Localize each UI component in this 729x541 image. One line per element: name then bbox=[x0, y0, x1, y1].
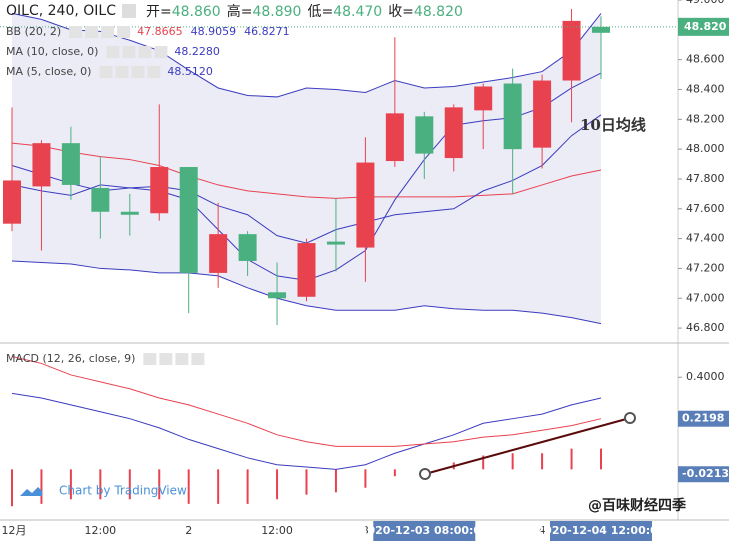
y-tick-label: 49.000 bbox=[686, 0, 725, 6]
y-tick-label: 48.200 bbox=[686, 112, 725, 125]
candle-body bbox=[562, 20, 581, 81]
legend-icon bbox=[175, 353, 189, 365]
y-tick-label: 47.400 bbox=[686, 232, 725, 245]
time-badge bbox=[373, 521, 476, 541]
y-tick-label: 47.000 bbox=[686, 291, 725, 304]
y-tick-label: 48.000 bbox=[686, 142, 725, 155]
header-ohlc: 高= bbox=[227, 3, 253, 20]
candle-body bbox=[385, 113, 404, 162]
candle-body bbox=[533, 80, 552, 148]
icon bbox=[121, 4, 136, 18]
header-ohlc: 48.470 bbox=[333, 4, 382, 20]
header-ohlc: 开= bbox=[146, 4, 172, 20]
legend-icon bbox=[85, 26, 99, 38]
x-tick-label: 12:00 bbox=[261, 524, 293, 537]
x-tick-label: 2 bbox=[185, 524, 192, 537]
signal-line bbox=[11, 356, 602, 447]
value-badge-label: 0.2198 bbox=[682, 412, 724, 425]
candle-body bbox=[120, 211, 139, 215]
candle-body bbox=[209, 234, 228, 273]
x-tick-label: 4 bbox=[539, 524, 546, 537]
x-tick-label: 3 bbox=[362, 524, 369, 537]
trend-handle bbox=[624, 412, 636, 424]
y-tick-label: 47.200 bbox=[686, 261, 725, 274]
time-badge bbox=[550, 521, 652, 541]
legend-name: MACD (12, 26, close, 9) bbox=[6, 352, 135, 365]
legend-icon bbox=[101, 26, 115, 38]
header-ohlc: 低= bbox=[307, 4, 333, 20]
candle-body bbox=[503, 83, 522, 150]
value-badge bbox=[678, 466, 729, 483]
candle-body bbox=[61, 143, 80, 185]
candle-body bbox=[474, 86, 493, 111]
candle-body bbox=[444, 107, 463, 159]
candle-body bbox=[326, 241, 345, 245]
legend-value: 48.5120 bbox=[167, 65, 213, 78]
y-tick-label: 48.400 bbox=[686, 82, 725, 95]
legend-icon bbox=[99, 66, 113, 78]
value-badge bbox=[678, 410, 729, 427]
candle-body bbox=[150, 167, 169, 214]
header-ohlc: 48.890 bbox=[252, 4, 301, 20]
watermark: @百味财经四季 bbox=[588, 497, 686, 514]
legend-icon bbox=[154, 46, 168, 58]
y-tick-label: 46.800 bbox=[686, 321, 725, 334]
time-badge-label: 2020-12-03 08:00:00 bbox=[360, 524, 489, 537]
value-badge-label: -0.0213 bbox=[682, 467, 729, 480]
candle-body bbox=[238, 234, 257, 261]
price-badge bbox=[678, 17, 729, 36]
legend-value: 48.2280 bbox=[174, 45, 220, 58]
legend-icon bbox=[115, 66, 129, 78]
legend-icon bbox=[143, 353, 157, 365]
candle-body bbox=[32, 143, 51, 187]
candle-body bbox=[415, 116, 434, 154]
legend-name: BB (20, 2) bbox=[6, 25, 61, 38]
legend-icon bbox=[122, 46, 136, 58]
legend-name: MA (10, close, 0) bbox=[6, 45, 98, 58]
header-ohlc: 48.820 bbox=[414, 4, 463, 20]
branding: Chart by TradingView bbox=[59, 484, 187, 498]
price-axis-bg bbox=[678, 0, 729, 541]
x-tick-label: 12:00 bbox=[84, 524, 116, 537]
candle-body bbox=[268, 292, 287, 299]
time-badge-label: 2020-12-04 12:00:00 bbox=[537, 524, 666, 537]
annotation: 10日均线 bbox=[580, 116, 646, 134]
legend-icon bbox=[69, 26, 83, 38]
legend-text: OILC, 240, OILC bbox=[6, 3, 116, 19]
candle-body bbox=[3, 180, 21, 224]
legend-icon bbox=[159, 353, 173, 365]
legend-value: 47.8665 bbox=[137, 25, 183, 38]
legend-icon bbox=[106, 46, 120, 58]
header-ohlc: 48.860 bbox=[172, 4, 221, 20]
candle-body bbox=[179, 167, 198, 273]
y-tick-label: 47.600 bbox=[686, 202, 725, 215]
legend-icon bbox=[131, 66, 145, 78]
header-ohlc: 收= bbox=[388, 4, 414, 20]
legend-value: 48.9059 bbox=[191, 25, 237, 38]
y-tick-label: 0.4000 bbox=[686, 370, 725, 383]
y-tick-label: 48.600 bbox=[686, 53, 725, 66]
legend-icon bbox=[138, 46, 152, 58]
legend-value: 46.8271 bbox=[244, 25, 290, 38]
candle-body bbox=[91, 187, 110, 212]
legend-icon bbox=[191, 353, 205, 365]
candle-body bbox=[356, 162, 375, 248]
price-badge-label: 48.820 bbox=[684, 20, 727, 33]
bb-fill bbox=[12, 13, 601, 324]
candle-body bbox=[592, 26, 610, 33]
indicator-line bbox=[11, 142, 602, 199]
indicator-line bbox=[11, 260, 602, 325]
macd-line bbox=[11, 392, 602, 470]
tv-logo bbox=[20, 487, 42, 496]
x-tick-label: 12月 bbox=[2, 524, 27, 537]
trend-handle bbox=[419, 468, 431, 480]
trend-line bbox=[424, 417, 631, 475]
candle-body bbox=[297, 243, 316, 297]
legend-icon bbox=[117, 26, 131, 38]
legend-name: MA (5, close, 0) bbox=[6, 65, 91, 78]
y-tick-label: 47.800 bbox=[686, 172, 725, 185]
legend-icon bbox=[147, 66, 161, 78]
